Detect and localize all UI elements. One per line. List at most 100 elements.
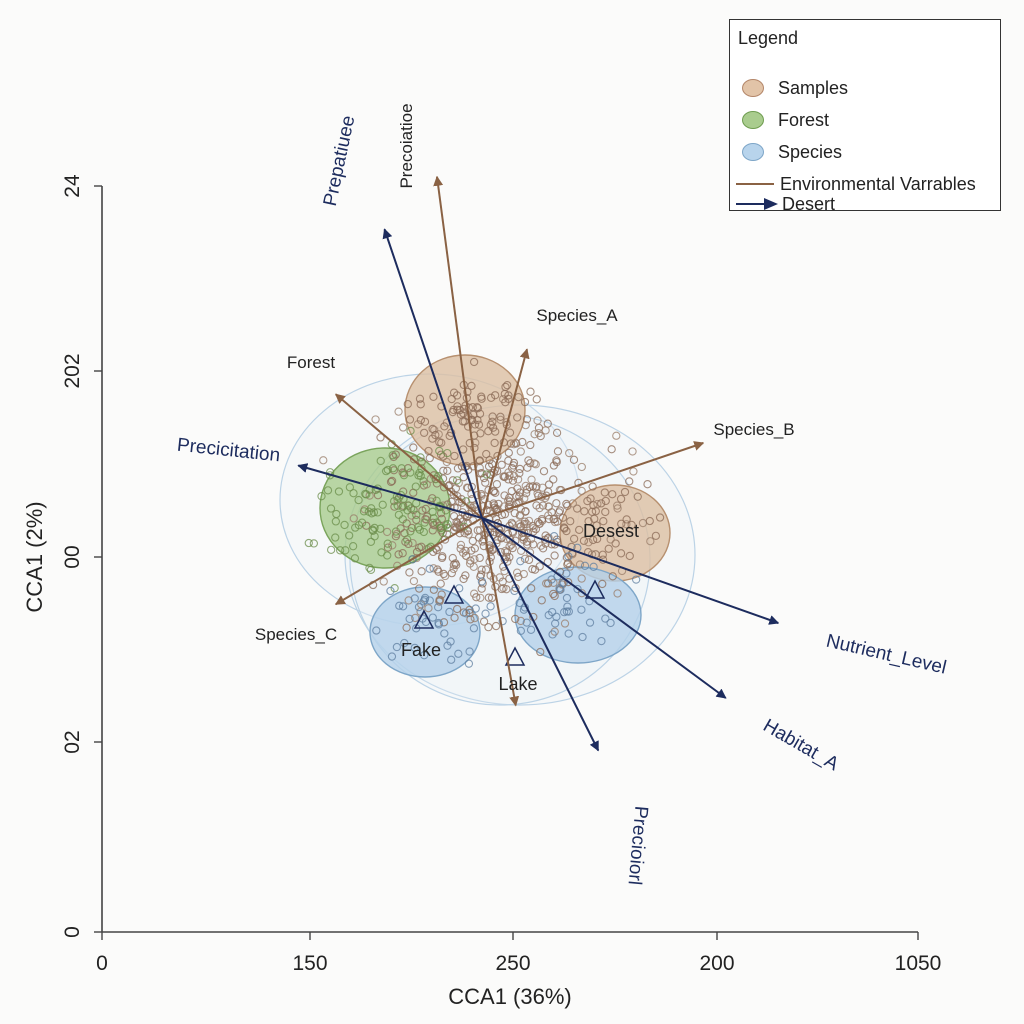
sample-point bbox=[536, 541, 546, 550]
sample-point bbox=[499, 583, 508, 593]
env-vector-label: Forest bbox=[287, 353, 335, 372]
sample-point bbox=[467, 546, 476, 555]
sample-point bbox=[354, 521, 364, 530]
sample-point bbox=[622, 515, 631, 524]
sample-point bbox=[622, 520, 631, 529]
sample-point bbox=[560, 619, 570, 628]
sample-point bbox=[393, 501, 402, 510]
x-axis-title: CCA1 (36%) bbox=[448, 984, 571, 1009]
sample-point bbox=[504, 448, 513, 457]
sample-point bbox=[628, 447, 637, 456]
centroid-triangle-icon bbox=[443, 584, 465, 604]
sample-point bbox=[551, 619, 560, 628]
sample-point bbox=[470, 613, 479, 623]
sample-point bbox=[584, 517, 593, 526]
sample-point bbox=[409, 576, 419, 586]
sample-point bbox=[491, 488, 500, 498]
sample-point bbox=[440, 422, 449, 431]
sample-point bbox=[417, 567, 426, 576]
sample-point bbox=[549, 461, 559, 470]
sample-point bbox=[466, 615, 475, 624]
sample-point bbox=[403, 464, 413, 473]
sample-point bbox=[379, 577, 388, 586]
sample-point bbox=[467, 489, 476, 499]
sample-point bbox=[564, 552, 573, 561]
sample-point bbox=[504, 456, 513, 465]
sample-point bbox=[394, 550, 403, 559]
sample-point bbox=[577, 605, 586, 614]
sample-point bbox=[429, 392, 438, 401]
sample-point bbox=[577, 462, 586, 472]
sample-point bbox=[403, 399, 412, 409]
sample-point bbox=[420, 595, 429, 604]
sample-point bbox=[611, 539, 620, 548]
sample-point bbox=[388, 541, 397, 550]
sample-point bbox=[461, 609, 471, 618]
sample-point bbox=[588, 482, 597, 491]
sample-point bbox=[456, 540, 466, 550]
sample-point bbox=[325, 468, 335, 477]
env-vector-arrow bbox=[297, 463, 483, 519]
sample-point bbox=[607, 445, 616, 454]
sample-point bbox=[433, 603, 443, 612]
env-vector-arrow bbox=[481, 517, 780, 625]
sample-point bbox=[431, 430, 440, 440]
sample-point bbox=[473, 415, 482, 425]
y-axis-title: CCA1 (2%) bbox=[22, 501, 47, 612]
sample-point bbox=[436, 450, 446, 459]
sample-point bbox=[534, 428, 543, 438]
sample-point bbox=[412, 515, 421, 525]
sample-point bbox=[525, 482, 534, 492]
legend-item-forest: Forest bbox=[742, 107, 829, 133]
sample-point bbox=[580, 507, 589, 516]
sample-point bbox=[529, 523, 538, 533]
sample-point bbox=[405, 614, 414, 624]
sample-point bbox=[395, 601, 404, 610]
sample-point bbox=[406, 504, 416, 513]
sample-point bbox=[409, 443, 418, 452]
sample-point bbox=[573, 584, 582, 594]
sample-point bbox=[470, 443, 479, 453]
sample-point bbox=[404, 596, 413, 605]
sample-point bbox=[377, 548, 386, 557]
sample-point bbox=[524, 516, 534, 526]
sample-point bbox=[522, 415, 532, 424]
sample-point bbox=[447, 655, 456, 664]
env-line-icon bbox=[736, 183, 774, 185]
x-tick-label: 200 bbox=[699, 952, 734, 975]
sample-point bbox=[559, 523, 569, 532]
sample-point bbox=[597, 636, 606, 646]
sample-point bbox=[390, 502, 399, 511]
sample-point bbox=[368, 525, 377, 534]
sample-point bbox=[376, 433, 385, 442]
sample-point bbox=[429, 564, 438, 573]
sample-point bbox=[411, 482, 420, 491]
sample-point bbox=[420, 651, 429, 660]
sample-point bbox=[530, 565, 540, 574]
sample-point bbox=[516, 626, 526, 635]
sample-point bbox=[597, 499, 606, 508]
sample-point bbox=[586, 494, 595, 503]
sample-point bbox=[504, 394, 513, 404]
sample-point bbox=[420, 417, 430, 426]
sample-point bbox=[419, 477, 428, 486]
sample-point bbox=[585, 618, 595, 627]
sample-point bbox=[421, 504, 430, 514]
sample-point bbox=[535, 503, 544, 513]
species-swatch-icon bbox=[742, 143, 764, 161]
sample-point bbox=[441, 571, 450, 581]
sample-point bbox=[534, 519, 544, 528]
sample-point bbox=[584, 538, 593, 547]
sample-point bbox=[474, 420, 484, 429]
sample-point bbox=[326, 545, 336, 555]
sample-point bbox=[373, 508, 382, 517]
sample-point bbox=[539, 467, 549, 476]
sample-point bbox=[467, 381, 476, 391]
sample-point bbox=[608, 572, 617, 581]
y-tick-label: 24 bbox=[61, 174, 84, 198]
sample-point bbox=[442, 457, 451, 467]
sample-point bbox=[416, 453, 425, 462]
sample-point bbox=[406, 426, 415, 436]
sample-point bbox=[399, 471, 409, 480]
